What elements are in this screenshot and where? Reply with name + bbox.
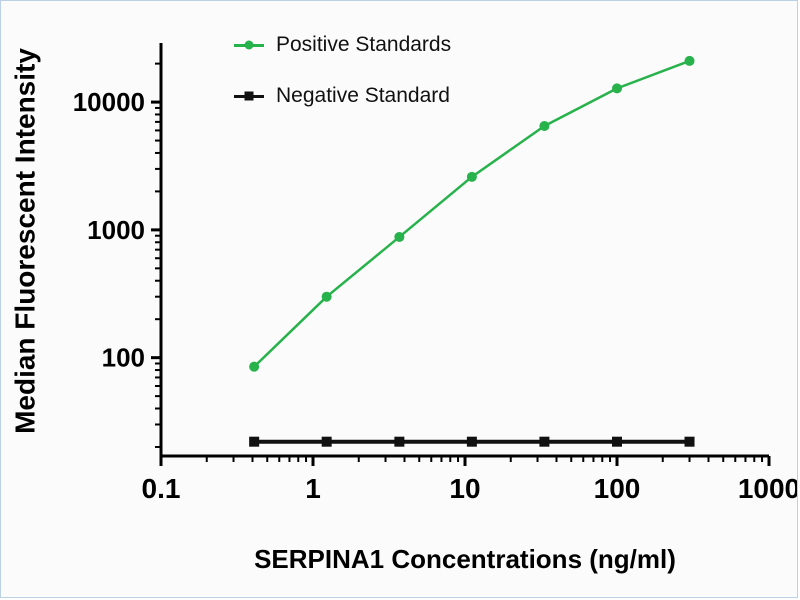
x-tick-label: 1	[305, 473, 321, 504]
y-axis-title: Median Fluorescent Intensity	[9, 48, 40, 434]
data-point-0	[684, 55, 695, 66]
data-point-1	[249, 436, 260, 447]
data-point-1	[684, 436, 695, 447]
data-point-0	[539, 120, 550, 131]
legend-marker-negative-square-icon	[234, 91, 264, 101]
data-point-0	[612, 83, 622, 94]
legend: Positive Standards Negative Standard	[234, 33, 451, 108]
x-tick-label: 100	[594, 473, 641, 504]
legend-marker-positive-circle-icon	[234, 40, 264, 50]
legend-item-negative: Negative Standard	[234, 84, 451, 108]
x-axis-title: SERPINA1 Concentrations (ng/ml)	[254, 544, 676, 574]
data-point-0	[249, 361, 260, 372]
y-tick-label: 10000	[73, 87, 145, 117]
x-tick-label: 10	[449, 473, 480, 504]
data-point-1	[612, 436, 622, 447]
data-point-0	[466, 171, 477, 182]
legend-item-positive: Positive Standards	[234, 33, 451, 57]
y-tick-label: 1000	[87, 215, 145, 245]
data-point-0	[394, 231, 405, 242]
data-point-1	[321, 436, 332, 447]
x-tick-label: 0.1	[142, 473, 181, 504]
legend-label-positive: Positive Standards	[276, 33, 452, 56]
x-tick-label: 1000	[738, 473, 798, 504]
data-point-1	[466, 436, 477, 447]
legend-label-negative: Negative Standard	[276, 84, 450, 107]
data-point-1	[394, 436, 405, 447]
data-point-1	[539, 436, 550, 447]
y-tick-label: 100	[102, 343, 145, 373]
data-point-0	[321, 291, 332, 302]
